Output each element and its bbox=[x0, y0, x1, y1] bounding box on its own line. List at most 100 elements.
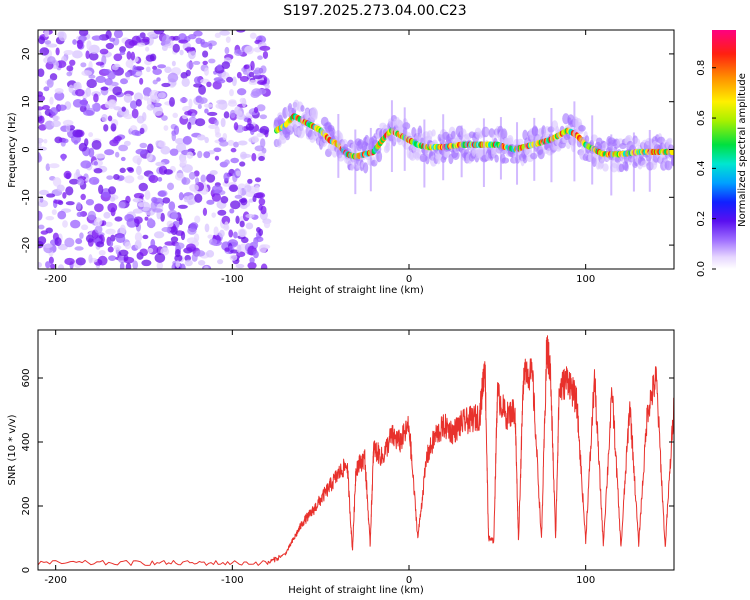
noise-blob bbox=[118, 144, 129, 152]
spectrogram-y-ticks: -20 -10 0 10 20 bbox=[21, 48, 674, 253]
noise-blob bbox=[256, 227, 261, 233]
noise-blob bbox=[237, 140, 248, 146]
snr-frame bbox=[37, 329, 675, 571]
noise-blob bbox=[204, 67, 209, 76]
noise-blob bbox=[88, 176, 100, 185]
noise-blob bbox=[195, 118, 206, 127]
colorbar-tick-label: 0.8 bbox=[696, 60, 707, 76]
noise-blob bbox=[237, 186, 242, 197]
noise-blob bbox=[109, 99, 117, 108]
noise-blob bbox=[58, 31, 67, 42]
noise-blob bbox=[202, 50, 209, 58]
snr-y-label: SNR (10 * v/v) bbox=[7, 414, 18, 485]
noise-blob bbox=[178, 39, 189, 44]
noise-blob bbox=[170, 236, 179, 243]
noise-blob bbox=[44, 30, 50, 38]
noise-blob bbox=[258, 155, 265, 162]
noise-blob bbox=[161, 44, 168, 51]
noise-blob bbox=[95, 75, 106, 84]
noise-blob bbox=[139, 142, 148, 149]
noise-blob bbox=[42, 105, 51, 110]
noise-blob bbox=[184, 110, 193, 116]
noise-blob bbox=[98, 184, 104, 195]
noise-blob bbox=[63, 49, 74, 55]
noise-blob bbox=[113, 245, 122, 250]
noise-blob bbox=[147, 217, 154, 226]
noise-blob bbox=[189, 222, 199, 230]
noise-blob bbox=[163, 169, 173, 175]
noise-blob bbox=[206, 81, 212, 88]
snr-x-label: Height of straight line (km) bbox=[288, 585, 424, 596]
noise-blob bbox=[244, 45, 254, 55]
noise-blob bbox=[152, 68, 162, 75]
noise-blob bbox=[245, 123, 255, 131]
noise-blob bbox=[171, 131, 177, 142]
noise-blob bbox=[163, 125, 169, 131]
noise-blob bbox=[229, 254, 238, 261]
noise-blob bbox=[43, 86, 50, 92]
noise-blob bbox=[81, 98, 88, 108]
noise-blob bbox=[88, 254, 93, 264]
noise-blob bbox=[75, 88, 85, 97]
noise-blob bbox=[123, 113, 134, 120]
noise-blob bbox=[75, 169, 80, 177]
noise-blob bbox=[109, 37, 116, 42]
noise-blob bbox=[228, 184, 239, 192]
noise-blob bbox=[254, 185, 260, 193]
noise-blob bbox=[249, 32, 257, 39]
noise-blob bbox=[208, 124, 218, 129]
noise-blob bbox=[79, 232, 84, 239]
noise-blob bbox=[198, 97, 208, 104]
noise-blob bbox=[56, 184, 65, 192]
noise-blob bbox=[186, 151, 194, 159]
noise-blob bbox=[94, 153, 106, 159]
noise-blob bbox=[233, 141, 239, 148]
noise-blob bbox=[234, 49, 243, 56]
noise-blob bbox=[219, 30, 231, 36]
noise-blob bbox=[194, 193, 203, 203]
noise-blob bbox=[194, 177, 200, 185]
noise-blob bbox=[93, 161, 99, 166]
noise-blob bbox=[220, 196, 229, 204]
noise-blob bbox=[175, 143, 187, 153]
noise-blob bbox=[155, 161, 166, 167]
spectrogram-y-tick-label: 10 bbox=[21, 95, 32, 108]
noise-blob bbox=[133, 92, 144, 102]
noise-blob bbox=[258, 204, 263, 211]
noise-blob bbox=[178, 192, 184, 201]
noise-blob bbox=[105, 228, 116, 235]
noise-blob bbox=[234, 194, 243, 199]
noise-blob bbox=[248, 71, 255, 78]
spectrogram-heatmap bbox=[38, 30, 674, 269]
noise-blob bbox=[186, 61, 194, 69]
noise-blob bbox=[57, 264, 65, 269]
noise-blob bbox=[45, 261, 51, 269]
noise-blob bbox=[206, 199, 215, 205]
noise-blob bbox=[156, 261, 164, 269]
noise-blob bbox=[63, 170, 72, 179]
colorbar-tick-label: 0.6 bbox=[696, 110, 707, 126]
noise-blob bbox=[254, 177, 262, 183]
noise-blob bbox=[202, 207, 208, 217]
noise-blob bbox=[167, 72, 179, 83]
colorbar-gradient bbox=[712, 30, 736, 269]
noise-blob bbox=[57, 243, 68, 251]
noise-blob bbox=[196, 134, 206, 141]
noise-blob bbox=[114, 135, 122, 142]
noise-blob bbox=[112, 86, 123, 96]
noise-blob bbox=[206, 111, 218, 117]
noise-blob bbox=[187, 200, 194, 206]
noise-blob bbox=[220, 117, 226, 128]
noise-blob bbox=[182, 135, 193, 145]
noise-blob bbox=[107, 202, 118, 213]
ridge-halo bbox=[584, 135, 590, 143]
noise-blob bbox=[44, 40, 52, 45]
noise-blob bbox=[230, 157, 240, 164]
noise-blob bbox=[157, 176, 163, 182]
spectrogram-y-tick-label: -20 bbox=[21, 237, 32, 253]
noise-blob bbox=[142, 111, 147, 122]
noise-blob bbox=[217, 259, 224, 265]
noise-blob bbox=[95, 61, 105, 66]
noise-blob bbox=[132, 197, 143, 203]
noise-blob bbox=[260, 263, 268, 269]
